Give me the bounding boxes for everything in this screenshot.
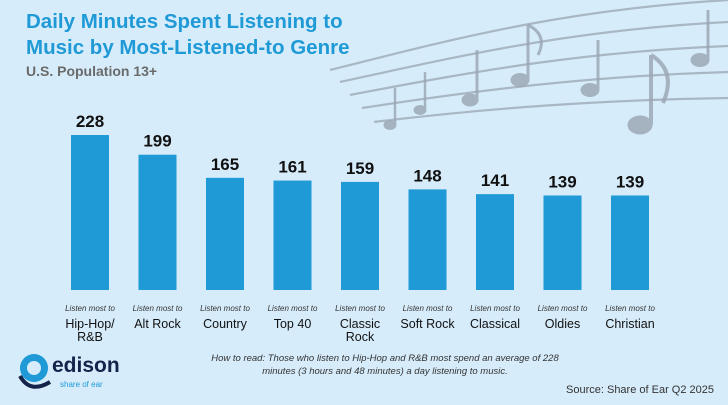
how-to-read-note: How to read: Those who listen to Hip-Hop… bbox=[211, 353, 559, 377]
chart-title-line-2: Music by Most-Listened-to Genre bbox=[26, 36, 350, 59]
category-prefix-label: Listen most to bbox=[538, 304, 588, 313]
category-prefix-label: Listen most to bbox=[65, 304, 115, 313]
bar bbox=[206, 177, 244, 290]
category-label: Country bbox=[203, 317, 248, 331]
bar bbox=[71, 135, 109, 290]
bar-value-label: 139 bbox=[548, 173, 576, 192]
bar-value-label: 165 bbox=[211, 155, 239, 174]
bar-value-label: 199 bbox=[143, 132, 171, 151]
bar bbox=[476, 194, 514, 290]
category-label: Alt Rock bbox=[134, 317, 181, 331]
category-prefix-label: Listen most to bbox=[605, 304, 655, 313]
chart-title-line-1: Daily Minutes Spent Listening to bbox=[26, 10, 343, 33]
category-prefix-label: Listen most to bbox=[200, 304, 250, 313]
brand-name: edison bbox=[52, 354, 120, 377]
bar-value-label: 161 bbox=[278, 158, 306, 177]
edison-logo-icon bbox=[18, 354, 52, 389]
bar-value-label: 159 bbox=[346, 159, 374, 178]
category-prefix-label: Listen most to bbox=[335, 304, 385, 313]
category-prefix-label: Listen most to bbox=[268, 304, 318, 313]
chart-subtitle: U.S. Population 13+ bbox=[26, 63, 158, 79]
bar-value-label: 139 bbox=[616, 173, 644, 192]
category-prefix-label: Listen most to bbox=[470, 304, 520, 313]
bar bbox=[611, 195, 649, 290]
bar-value-label: 141 bbox=[481, 171, 509, 190]
category-label: Christian bbox=[605, 317, 654, 331]
bar bbox=[273, 180, 312, 290]
bar bbox=[408, 189, 447, 290]
brand-tagline: share of ear bbox=[60, 380, 103, 389]
bar bbox=[341, 181, 379, 290]
category-label: Top 40 bbox=[274, 317, 312, 331]
category-prefix-label: Listen most to bbox=[133, 304, 183, 313]
category-label: Soft Rock bbox=[400, 317, 455, 331]
bar bbox=[138, 154, 177, 290]
category-label: Classical bbox=[470, 317, 520, 331]
bar-value-label: 228 bbox=[76, 112, 104, 131]
bar bbox=[543, 195, 582, 290]
category-label: Hip-Hop/R&B bbox=[65, 317, 115, 344]
category-prefix-label: Listen most to bbox=[403, 304, 453, 313]
category-label: Classic Rock bbox=[340, 317, 380, 344]
category-label: Oldies bbox=[545, 317, 580, 331]
source-note: Source: Share of Ear Q2 2025 bbox=[566, 384, 714, 396]
bar-value-label: 148 bbox=[413, 166, 441, 185]
